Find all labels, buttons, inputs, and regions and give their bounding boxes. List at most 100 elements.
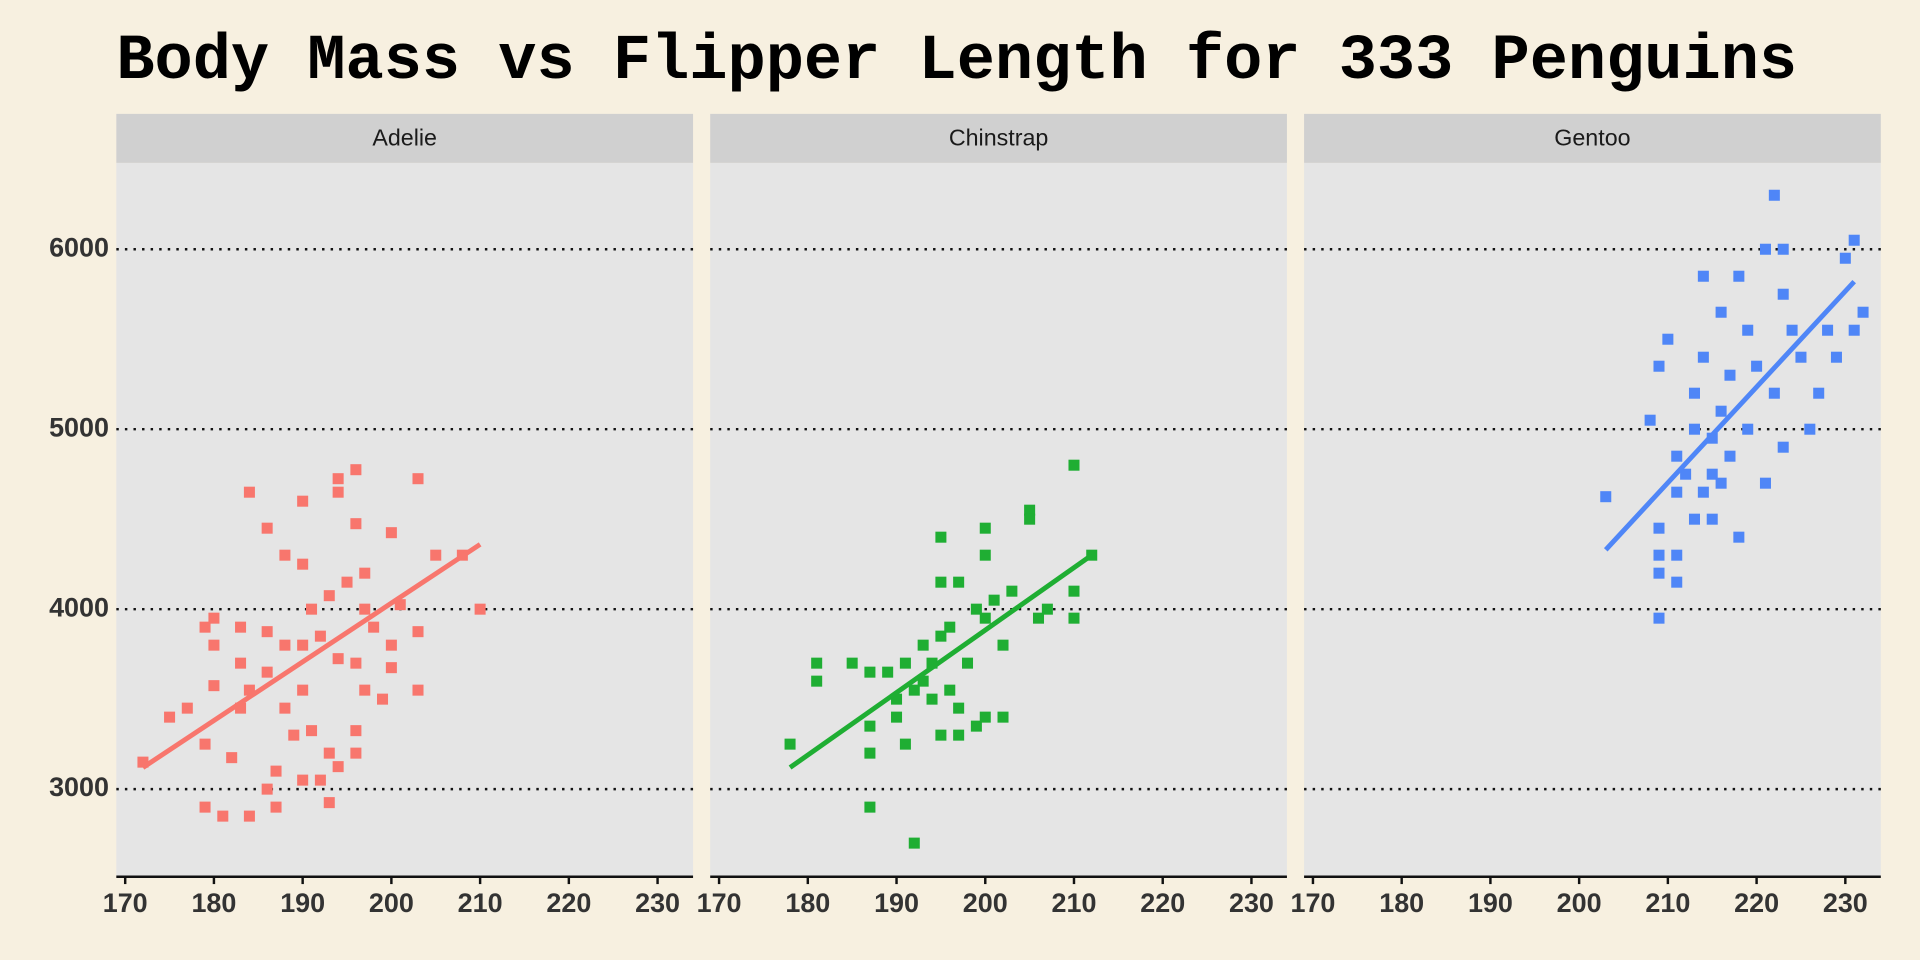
point <box>359 567 371 579</box>
trend-line <box>788 553 1094 770</box>
point <box>1733 531 1745 543</box>
x-tick-label: 230 <box>635 888 680 918</box>
point <box>784 738 796 750</box>
point <box>1742 423 1754 435</box>
point <box>261 783 273 795</box>
point <box>864 666 876 678</box>
point <box>1697 270 1709 282</box>
point <box>350 657 362 669</box>
point <box>164 711 176 723</box>
point <box>1006 585 1018 597</box>
point <box>1068 585 1080 597</box>
point <box>1715 477 1727 489</box>
point <box>935 531 947 543</box>
point <box>1068 459 1080 471</box>
point <box>235 621 247 633</box>
y-tick-label: 5000 <box>49 412 109 442</box>
point <box>279 702 291 714</box>
point <box>1653 567 1665 579</box>
point <box>350 747 362 759</box>
point <box>1086 549 1098 561</box>
point <box>1653 612 1665 624</box>
point <box>368 621 380 633</box>
trend-line <box>1603 279 1856 552</box>
y-tick-label: 3000 <box>49 772 109 802</box>
point <box>1688 423 1700 435</box>
x-tick-label: 210 <box>458 888 503 918</box>
x-tick-label: 200 <box>1557 888 1602 918</box>
x-tick-label: 220 <box>546 888 591 918</box>
point <box>288 729 300 741</box>
point <box>1671 486 1683 498</box>
point <box>350 464 362 476</box>
point <box>1839 252 1851 264</box>
point <box>1724 450 1736 462</box>
x-tick-label: 180 <box>785 888 830 918</box>
point <box>908 684 920 696</box>
point <box>261 666 273 678</box>
point <box>1742 324 1754 336</box>
point <box>953 702 965 714</box>
point <box>270 765 282 777</box>
point <box>243 810 255 822</box>
x-tick-label: 230 <box>1823 888 1868 918</box>
point <box>970 603 982 615</box>
y-tick-label: 6000 <box>49 232 109 262</box>
point <box>297 495 309 507</box>
point <box>953 729 965 741</box>
point <box>270 801 282 813</box>
point <box>1777 288 1789 300</box>
point <box>935 729 947 741</box>
facet-label: Adelie <box>372 125 437 151</box>
point <box>1777 243 1789 255</box>
x-tick-label: 180 <box>1379 888 1424 918</box>
x-tick-label: 230 <box>1229 888 1274 918</box>
point <box>1068 612 1080 624</box>
strip <box>710 113 1287 163</box>
point <box>1024 513 1036 525</box>
point <box>891 693 903 705</box>
point <box>1777 441 1789 453</box>
y-tick-label: 4000 <box>49 592 109 622</box>
point <box>1706 468 1718 480</box>
point <box>323 747 335 759</box>
point <box>1768 189 1780 201</box>
point <box>891 711 903 723</box>
point <box>226 752 238 764</box>
point <box>297 774 309 786</box>
point <box>1786 324 1798 336</box>
point <box>359 603 371 615</box>
point <box>306 725 318 737</box>
point <box>137 756 149 768</box>
point <box>412 473 424 485</box>
point <box>208 612 220 624</box>
point <box>1848 324 1860 336</box>
point <box>1813 387 1825 399</box>
x-tick-label: 200 <box>369 888 414 918</box>
x-tick-label: 190 <box>280 888 325 918</box>
point <box>1671 576 1683 588</box>
point <box>1644 414 1656 426</box>
point <box>279 639 291 651</box>
point <box>385 639 397 651</box>
point <box>412 626 424 638</box>
point <box>864 801 876 813</box>
x-tick-label: 210 <box>1645 888 1690 918</box>
point <box>935 576 947 588</box>
point <box>1768 387 1780 399</box>
point <box>306 603 318 615</box>
x-tick-label: 190 <box>874 888 919 918</box>
x-tick-label: 220 <box>1140 888 1185 918</box>
point <box>1795 351 1807 363</box>
point <box>314 774 326 786</box>
point <box>1733 270 1745 282</box>
point <box>235 657 247 669</box>
x-tick-label: 170 <box>697 888 742 918</box>
point <box>261 626 273 638</box>
point <box>988 594 1000 606</box>
point <box>1653 549 1665 561</box>
point <box>297 684 309 696</box>
point <box>217 810 229 822</box>
facet-label: Gentoo <box>1554 125 1630 151</box>
